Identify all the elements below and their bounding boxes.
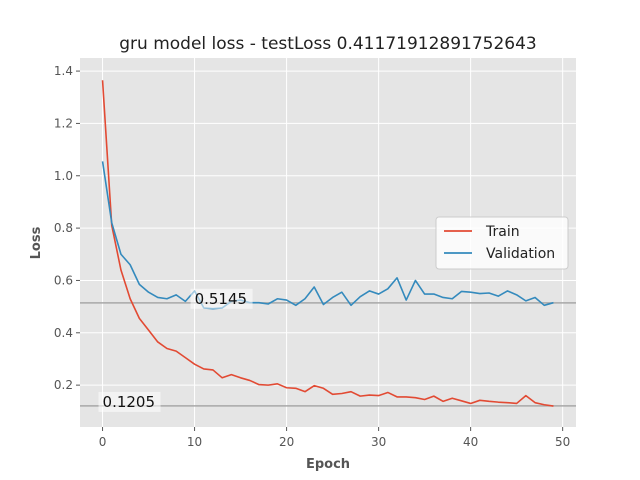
- x-tick-label: 0: [99, 435, 107, 449]
- y-axis-ticks: 0.2 0.4 0.6 0.8 1.0 1.2 1.4: [54, 64, 80, 392]
- series-line-validation: [101, 161, 554, 310]
- reference-label: 0.5145: [195, 290, 248, 308]
- x-axis-label: Epoch: [306, 457, 350, 472]
- chart-title: gru model loss - testLoss 0.411719128917…: [119, 34, 537, 54]
- x-tick-label: 40: [463, 435, 478, 449]
- y-axis-label: Loss: [29, 226, 44, 259]
- y-tick-label: 1.4: [54, 64, 73, 78]
- y-tick-label: 1.2: [54, 116, 73, 130]
- x-axis-ticks: 0 10 20 30 40 50: [99, 427, 570, 449]
- legend-label: Train: [485, 224, 520, 240]
- x-tick-label: 20: [279, 435, 294, 449]
- x-tick-label: 30: [371, 435, 386, 449]
- reference-lines: [80, 302, 576, 407]
- reference-label-box: [190, 288, 253, 309]
- y-tick-label: 0.2: [54, 378, 73, 392]
- reference-label: 0.1205: [103, 393, 156, 411]
- series-line-train: [101, 80, 554, 407]
- series-lines: [101, 80, 554, 407]
- reference-label-box: [98, 391, 161, 412]
- legend: Train Validation: [435, 216, 569, 270]
- x-tick-label: 10: [187, 435, 202, 449]
- legend-label: Validation: [486, 246, 555, 262]
- y-tick-label: 0.6: [54, 273, 73, 287]
- y-tick-label: 0.4: [54, 326, 73, 340]
- y-tick-label: 0.8: [54, 221, 73, 235]
- legend-box: [435, 216, 569, 270]
- reference-labels: 0.5145 0.1205: [98, 288, 253, 412]
- x-tick-label: 50: [555, 435, 570, 449]
- y-tick-label: 1.0: [54, 169, 73, 183]
